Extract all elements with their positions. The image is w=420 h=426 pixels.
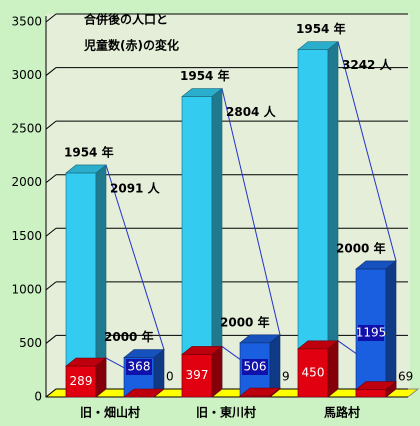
bar — [355, 389, 387, 398]
y-tick-label: 2500 — [11, 122, 42, 136]
value-label-box — [358, 324, 384, 341]
x-tick-label: 旧・東川村 — [196, 405, 256, 420]
bar-side — [327, 340, 339, 398]
bar-side — [211, 345, 223, 398]
y-tick-label: 500 — [19, 336, 42, 350]
value-label: 69 — [398, 370, 413, 384]
bar-side — [385, 260, 397, 398]
value-label: 3242 人 — [342, 57, 393, 72]
value-label: 2804 人 — [226, 104, 277, 119]
grid-line — [45, 388, 57, 398]
bar-side — [95, 357, 107, 398]
bar-side — [269, 334, 281, 398]
value-label: 2091 人 — [110, 180, 161, 195]
y-tick-label: 1000 — [11, 282, 42, 296]
bar-side — [153, 388, 165, 398]
change-line — [337, 41, 397, 262]
bar — [297, 49, 329, 398]
change-line — [105, 164, 165, 350]
chart-title: 児童数(赤)の変化 — [83, 38, 179, 53]
grid-line — [45, 174, 57, 184]
value-label: 368 — [128, 360, 151, 374]
value-label: 9 — [282, 370, 290, 384]
y-tick-label: 1500 — [11, 229, 42, 243]
grid-line — [45, 13, 57, 23]
grid-line — [45, 67, 57, 76]
y-tick-label: 0 — [34, 390, 42, 404]
value-label: 450 — [302, 365, 325, 379]
value-label-box — [126, 359, 152, 375]
value-label-box — [242, 359, 268, 375]
grid-line — [45, 281, 57, 291]
period-label: 2000 年 — [336, 240, 386, 255]
value-label: 289 — [70, 374, 93, 388]
bar — [297, 348, 329, 398]
period-label: 1954 年 — [296, 21, 346, 36]
grid-line — [45, 335, 57, 344]
period-label: 2000 年 — [220, 314, 270, 329]
value-label: 0 — [166, 370, 174, 384]
y-tick-label: 3000 — [11, 68, 42, 82]
grid-line — [45, 120, 57, 130]
y-tick-label: 3500 — [11, 15, 42, 29]
bar — [181, 354, 213, 398]
bar-side — [269, 387, 281, 398]
value-label: 1195 — [356, 325, 387, 339]
y-tick-label: 2000 — [11, 175, 42, 189]
period-label: 1954 年 — [64, 144, 114, 159]
period-label: 2000 年 — [104, 329, 154, 344]
x-tick-label: 旧・畑山村 — [80, 405, 140, 420]
bar-side — [385, 380, 397, 398]
x-tick-label: 馬路村 — [324, 405, 360, 420]
change-line — [221, 88, 281, 335]
value-label: 397 — [186, 368, 209, 382]
period-label: 1954 年 — [180, 68, 230, 83]
plot-background — [46, 14, 410, 398]
grid-line — [45, 227, 57, 237]
value-label: 506 — [244, 360, 267, 374]
chart-title: 合併後の人口と — [84, 12, 168, 27]
